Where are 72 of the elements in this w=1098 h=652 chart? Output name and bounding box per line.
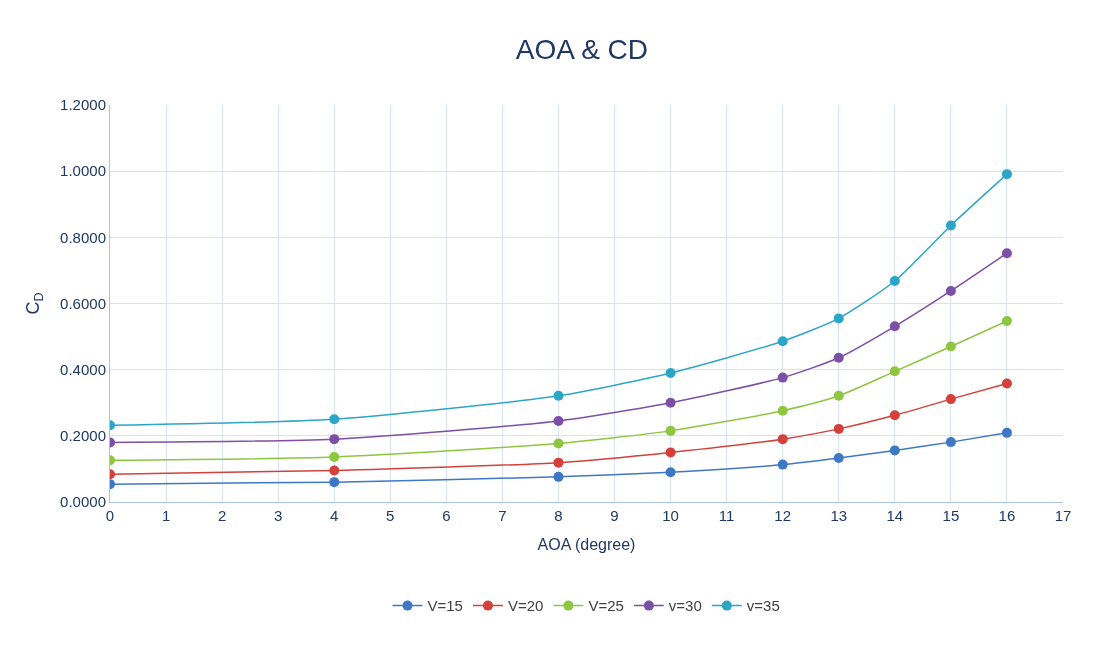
x-tick-label: 11 — [718, 507, 735, 524]
point — [553, 457, 564, 468]
x-tick-label: 4 — [330, 507, 339, 524]
point — [777, 372, 788, 383]
x-tick-label: 17 — [1054, 507, 1072, 524]
x-tick-label: 5 — [386, 507, 395, 524]
point — [889, 276, 900, 286]
point — [329, 434, 340, 445]
x-tick-label: 3 — [274, 507, 283, 524]
point — [553, 471, 564, 482]
point — [777, 336, 788, 347]
y-tick-label: 0.0000 — [60, 493, 106, 511]
point — [777, 434, 788, 445]
point — [833, 313, 844, 324]
x-tick-label: 7 — [498, 507, 507, 524]
point — [329, 465, 340, 476]
chart-title: AOA & CD — [515, 33, 649, 65]
point — [665, 367, 676, 378]
x-tick-label: 2 — [217, 507, 227, 524]
point — [889, 321, 900, 332]
point — [777, 459, 788, 470]
point — [889, 445, 900, 456]
point — [1001, 316, 1012, 327]
y-tick-label: 0.8000 — [60, 228, 106, 246]
point — [833, 453, 844, 463]
x-tick-label: 0 — [105, 507, 115, 524]
point — [1001, 378, 1012, 389]
y-tick-label: 1.0000 — [60, 162, 106, 180]
x-tick-label: 12 — [774, 507, 792, 524]
y-tick-label: 0.2000 — [60, 427, 106, 445]
x-tick-label: 1 — [161, 507, 171, 524]
point — [945, 220, 956, 231]
point — [665, 425, 676, 436]
point — [833, 352, 844, 363]
point — [665, 447, 676, 458]
point — [945, 394, 956, 405]
x-tick-label: 10 — [662, 507, 679, 524]
x-axis-title: AOA (degree) — [537, 535, 636, 553]
point — [665, 397, 676, 408]
point — [329, 452, 340, 463]
y-tick-label: 1.2000 — [60, 96, 106, 114]
point — [889, 410, 900, 421]
point — [329, 477, 340, 488]
legend-label: v=35 — [746, 597, 780, 615]
point — [945, 341, 956, 352]
y-tick-label: 0.6000 — [60, 294, 106, 312]
point — [1001, 169, 1012, 180]
legend-label: V=15 — [427, 597, 463, 615]
point — [1001, 248, 1012, 259]
x-tick-label: 6 — [442, 507, 451, 524]
point — [553, 390, 564, 401]
point — [1001, 427, 1012, 438]
point — [777, 405, 788, 416]
point — [329, 414, 340, 425]
point — [889, 366, 900, 377]
point — [553, 438, 564, 449]
point — [665, 467, 676, 478]
x-tick-label: 9 — [610, 507, 619, 524]
x-tick-label: 14 — [886, 507, 904, 524]
point — [945, 437, 956, 448]
point — [833, 390, 844, 401]
x-tick-label: 8 — [554, 507, 563, 524]
point — [945, 285, 956, 296]
legend-label: v=30 — [668, 597, 702, 615]
point — [833, 423, 844, 434]
x-tick-label: 16 — [998, 507, 1016, 524]
point — [553, 415, 564, 426]
x-tick-label: 13 — [830, 507, 848, 524]
legend-label: V=25 — [588, 597, 624, 615]
y-tick-label: 0.4000 — [60, 360, 106, 378]
legend-label: V=20 — [507, 597, 544, 615]
x-tick-label: 15 — [942, 507, 960, 524]
